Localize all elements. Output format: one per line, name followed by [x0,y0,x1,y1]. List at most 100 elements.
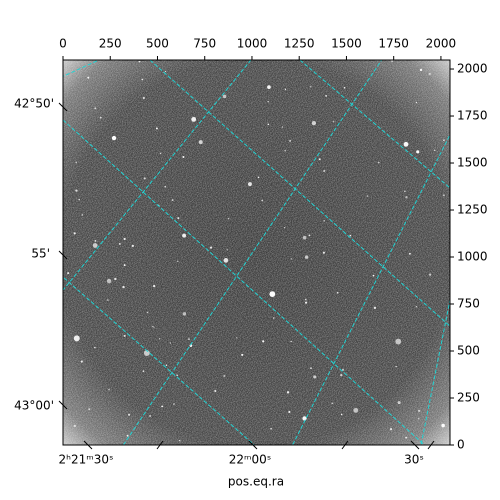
star [155,127,158,130]
star [128,413,131,416]
star [198,140,203,145]
star [94,346,96,349]
y-tick-label: 500 [457,344,480,358]
sky-image [63,60,450,445]
star [443,139,445,142]
star [236,337,238,339]
star [418,409,421,412]
star [267,100,269,103]
grid-line [299,60,450,189]
star [223,374,226,377]
star [416,150,420,154]
star [227,217,230,220]
ra-tick [248,440,258,450]
star [405,436,408,439]
star [343,86,346,89]
star [270,427,272,430]
star [267,85,271,89]
grid-line [291,133,450,445]
star [391,60,394,63]
star [377,161,380,164]
star [149,414,152,418]
star [87,76,90,79]
star [404,190,406,193]
star [405,196,408,199]
grid-line [149,60,450,327]
star [67,272,70,275]
x-tick-label: 500 [146,37,169,51]
star [417,417,420,420]
star [182,155,185,159]
star [187,338,190,341]
ra-tick-label: 2ʰ21ᵐ30ˢ [59,453,114,467]
star [73,424,76,428]
star [94,239,97,242]
star [73,232,76,235]
star [415,101,418,104]
star [341,368,345,371]
wcs-ticks [58,102,435,450]
star [114,277,117,281]
star [366,195,369,197]
star [273,317,275,319]
star [290,340,292,343]
star [288,410,291,413]
dec-tick [58,400,68,410]
star [289,139,292,142]
star [99,116,102,119]
star [373,306,377,309]
ra-tick [156,440,164,450]
star [138,60,141,63]
star [267,123,270,126]
x-tick-label: 2000 [426,37,457,51]
star [304,298,307,301]
ra-tick [427,440,435,450]
star [165,364,168,366]
star [142,370,145,373]
star [308,234,311,237]
star [286,391,290,394]
star [176,374,178,377]
star [73,335,80,342]
star [209,246,213,249]
star [284,88,287,91]
axes-frame [62,59,451,446]
star [302,235,307,240]
star [123,264,126,267]
x-tick-label: 0 [59,37,67,51]
star [123,237,126,241]
ra-tick-label: 22ᵐ00ˢ [229,453,272,467]
star [143,177,146,180]
star [222,94,227,99]
star [331,402,334,405]
star [403,141,409,147]
star [290,258,293,260]
star [340,413,343,416]
y-tick-label: 2000 [457,62,488,76]
star [94,107,97,110]
star [441,423,445,428]
star [325,95,327,97]
star [281,126,284,128]
y-tick-label: 250 [457,391,480,405]
star [353,407,359,413]
dec-tick-label: 43°00' [14,399,54,413]
star [78,198,80,201]
star [409,252,411,255]
ra-tick-label: 30ˢ [404,453,424,467]
star [313,375,317,379]
grid-line [63,276,256,445]
x-tick-label: 1000 [237,37,268,51]
star [284,149,286,152]
star [247,182,252,187]
y-tick-label: 1750 [457,109,488,123]
x-tick-label: 1750 [378,37,409,51]
grid-line [63,119,426,445]
star [182,312,187,316]
star [269,291,276,298]
star [322,251,325,254]
star [419,68,423,72]
ra-tick [410,440,420,450]
grid-line [63,60,101,77]
star [80,360,83,363]
